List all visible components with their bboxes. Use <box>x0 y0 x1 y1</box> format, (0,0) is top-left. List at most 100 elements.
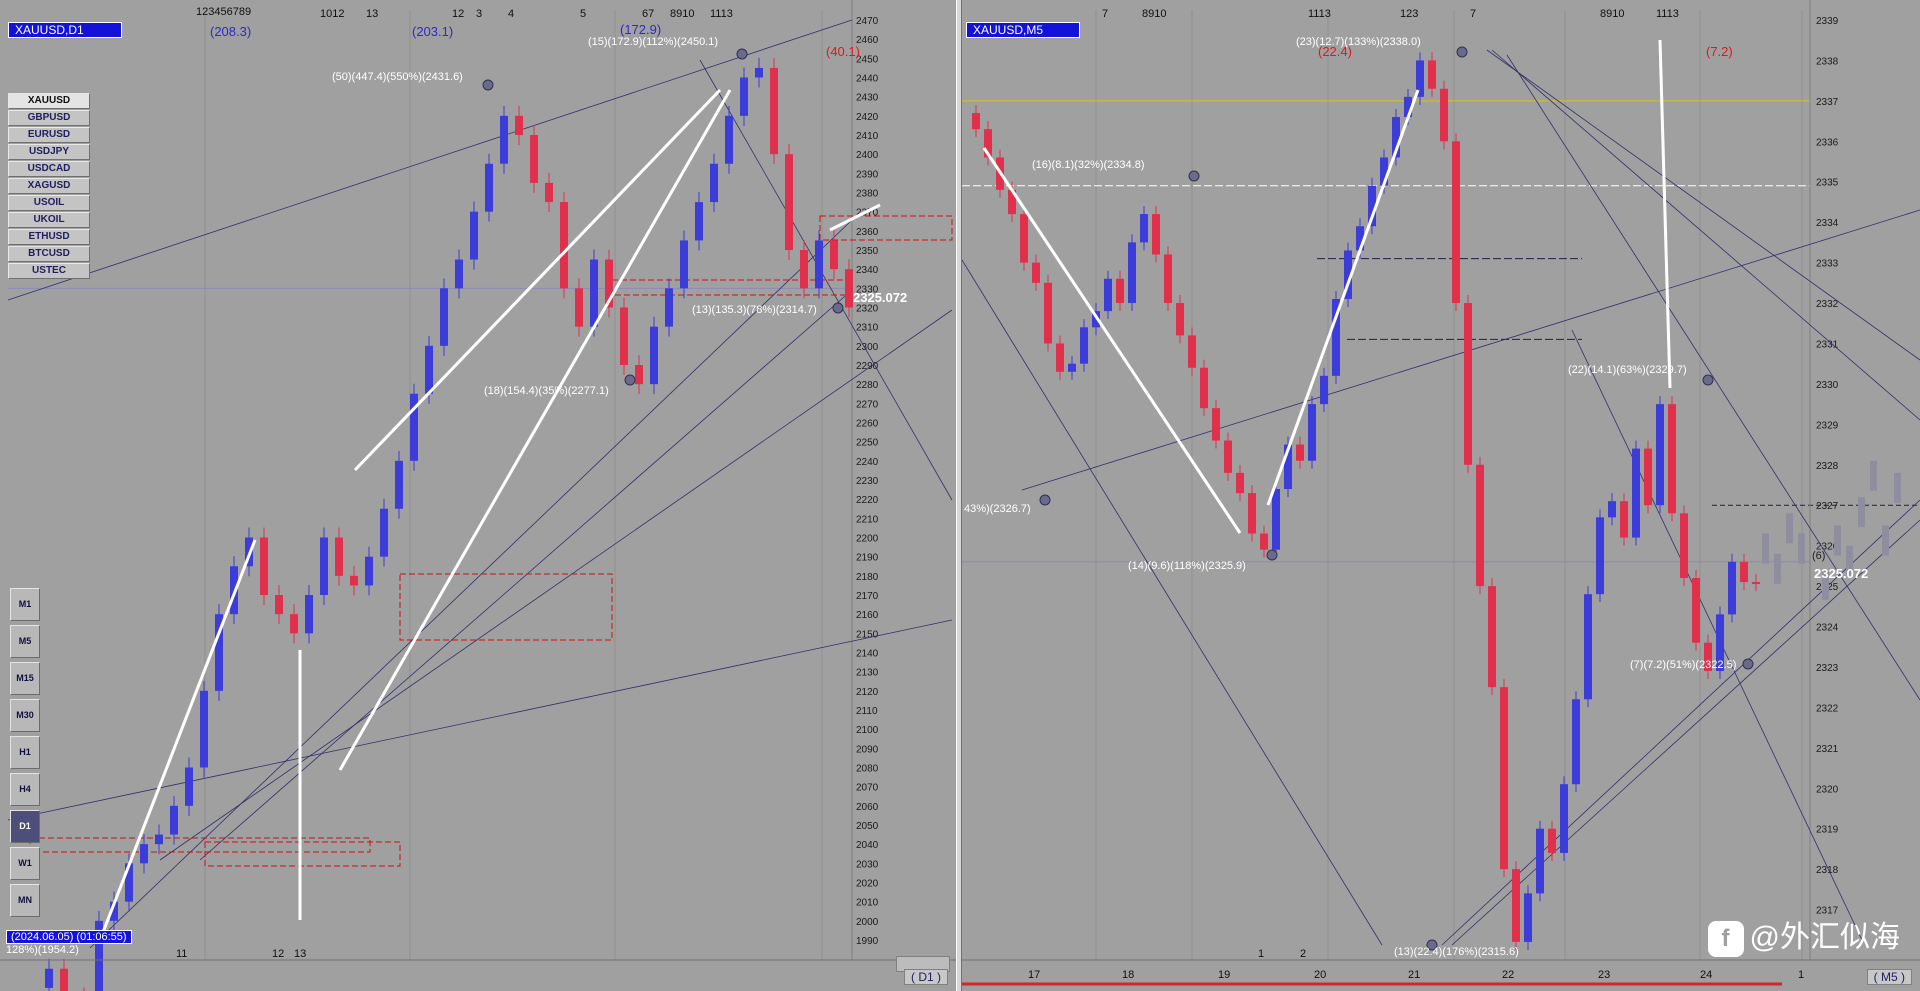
candle <box>185 767 193 806</box>
period-label: (172.9) <box>620 22 662 37</box>
candle <box>1548 828 1556 853</box>
trend-line <box>962 259 1383 946</box>
wave-annotation: (13)(22.4)(176%)(2315.6) <box>1394 946 1519 958</box>
candle <box>1500 687 1508 870</box>
candle <box>365 556 373 586</box>
candle <box>710 163 718 203</box>
timeframe-button-h4[interactable]: H4 <box>10 773 40 806</box>
candle <box>1524 893 1532 942</box>
candle <box>1512 869 1520 942</box>
count-label: 12 <box>452 8 465 20</box>
timeframe-button-m1[interactable]: M1 <box>10 588 40 621</box>
symbol-button-ustec[interactable]: USTEC <box>8 263 90 279</box>
candle <box>1044 282 1052 344</box>
d1-chart-canvas[interactable]: 2470 2460 2450 2440 2430 2420 2410 2400 2390 2380… <box>0 0 956 991</box>
count-label: 3 <box>476 8 483 20</box>
chart-pane-d1[interactable]: 2470 2460 2450 2440 2430 2420 2410 2400 2390 2380… <box>0 0 956 991</box>
trend-line <box>7 619 953 821</box>
time-label: 23 <box>1598 969 1610 981</box>
timeframe-button-m15[interactable]: M15 <box>10 662 40 695</box>
chart-pane-m5[interactable]: 2339 2338 2337 2336 2335 2334 2333 2332 2331 2330… <box>962 0 1920 991</box>
timeframe-button-m30[interactable]: M30 <box>10 699 40 732</box>
candle <box>1356 226 1364 251</box>
candle <box>1332 299 1340 376</box>
candle <box>605 259 613 308</box>
candle <box>455 259 463 289</box>
candle <box>45 968 53 988</box>
count-label: 11 <box>176 948 188 960</box>
range-box <box>399 573 613 641</box>
m5-chart-canvas[interactable]: 2339 2338 2337 2336 2335 2334 2333 2332 2331 2330… <box>962 0 1920 991</box>
count-label: 7 <box>1102 8 1109 20</box>
count-label: 12 <box>272 948 285 960</box>
candle <box>620 307 628 365</box>
pane-splitter[interactable] <box>956 0 962 991</box>
price-tick-label: 1990 <box>856 936 879 947</box>
candle <box>395 460 403 509</box>
count-label: 123 <box>1400 8 1419 20</box>
candle <box>260 537 268 595</box>
symbol-button-usoil[interactable]: USOIL <box>8 195 90 211</box>
watermark-text: @外汇似海 <box>1749 921 1900 954</box>
candle <box>680 240 688 289</box>
price-tick-label: 2317 <box>1816 906 1839 917</box>
price-tick-label: 2334 <box>1816 218 1839 229</box>
symbol-button-ukoil[interactable]: UKOIL <box>8 212 90 228</box>
timeframe-button-d1[interactable]: D1 <box>10 810 40 843</box>
chart-title-m5: XAUUSD,M5 <box>966 22 1080 38</box>
timeframe-corner-label-d1: ( D1 ) <box>904 969 948 985</box>
price-tick-label: 2332 <box>1816 299 1839 310</box>
count-label: 2 <box>1300 948 1307 960</box>
candle <box>1488 586 1496 688</box>
price-tick-label: 2327 <box>1816 501 1839 512</box>
watermark-logo-icon: f <box>1707 921 1744 958</box>
symbol-button-eurusd[interactable]: EURUSD <box>8 127 90 143</box>
trend-line <box>1506 54 1920 701</box>
wave-annotation: (15)(172.9)(112%)(2450.1) <box>588 36 719 48</box>
timeframe-button-w1[interactable]: W1 <box>10 847 40 880</box>
symbol-button-xauusd[interactable]: XAUUSD <box>8 93 90 109</box>
trend-line <box>1486 49 1920 361</box>
count-label: 1012 <box>320 8 345 20</box>
symbol-button-btcusd[interactable]: BTCUSD <box>8 246 90 262</box>
candle <box>1188 335 1196 368</box>
candle <box>1572 699 1580 785</box>
time-label: 20 <box>1314 969 1326 981</box>
projection-candle <box>1798 533 1805 564</box>
candle <box>1608 501 1616 518</box>
price-tick-label: 2350 <box>856 246 879 257</box>
wave-annotation: 128%)(1954.2) <box>6 944 79 956</box>
price-tick-label: 2120 <box>856 687 879 698</box>
wave-arrow <box>338 89 732 771</box>
count-label: 8910 <box>1142 8 1167 20</box>
candle <box>650 326 658 385</box>
symbol-button-usdcad[interactable]: USDCAD <box>8 161 90 177</box>
candle <box>155 834 163 845</box>
candle <box>425 345 433 394</box>
candle <box>1632 448 1640 538</box>
trend-line <box>1491 49 1920 421</box>
projection-candle <box>1762 533 1769 564</box>
candle <box>1680 513 1688 578</box>
range-box <box>204 841 401 867</box>
symbol-button-usdjpy[interactable]: USDJPY <box>8 144 90 160</box>
current-price-label-d1: 2325.072 <box>853 290 908 305</box>
timeframe-button-m5[interactable]: M5 <box>10 625 40 658</box>
symbol-button-gbpusd[interactable]: GBPUSD <box>8 110 90 126</box>
candle <box>545 182 553 203</box>
candle <box>1308 404 1316 461</box>
symbol-button-ethusd[interactable]: ETHUSD <box>8 229 90 245</box>
price-tick-label: 2370 <box>856 208 879 219</box>
candle <box>305 595 313 634</box>
price-tick-label: 2220 <box>856 495 879 506</box>
wave-annotation: (7)(7.2)(51%)(2322.5) <box>1630 659 1737 671</box>
projection-candle <box>1846 545 1853 576</box>
price-tick-label: 2319 <box>1816 825 1839 836</box>
period-label: (7.2) <box>1706 44 1733 59</box>
symbol-button-xagusd[interactable]: XAGUSD <box>8 178 90 194</box>
price-tick-label: 2400 <box>856 150 879 161</box>
candle <box>1248 493 1256 534</box>
timeframe-button-h1[interactable]: H1 <box>10 736 40 769</box>
timeframe-button-mn[interactable]: MN <box>10 884 40 917</box>
candle <box>1428 60 1436 89</box>
